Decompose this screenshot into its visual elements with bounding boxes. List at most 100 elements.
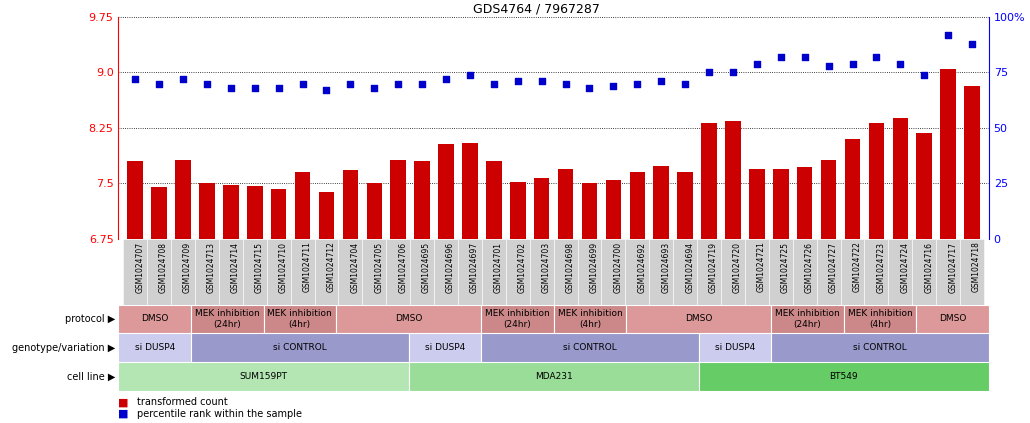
- Text: DMSO: DMSO: [685, 314, 713, 324]
- Bar: [913, 239, 936, 305]
- Text: MEK inhibition
(4hr): MEK inhibition (4hr): [268, 309, 332, 329]
- Bar: [725, 121, 741, 239]
- Bar: [118, 362, 409, 391]
- Bar: [578, 239, 602, 305]
- Bar: [554, 239, 578, 305]
- Point: [461, 71, 478, 78]
- Text: GSM1024696: GSM1024696: [446, 242, 455, 293]
- Point: [868, 54, 885, 60]
- Text: GSM1024714: GSM1024714: [231, 242, 240, 293]
- Bar: [318, 192, 335, 239]
- Text: GSM1024726: GSM1024726: [804, 242, 814, 293]
- Bar: [529, 239, 554, 305]
- Point: [342, 80, 358, 87]
- Point: [271, 85, 287, 91]
- Text: cell line ▶: cell line ▶: [67, 371, 115, 382]
- Bar: [893, 118, 908, 239]
- Point: [534, 78, 550, 85]
- Bar: [649, 239, 674, 305]
- Bar: [821, 160, 836, 239]
- Bar: [414, 161, 430, 239]
- Text: GSM1024713: GSM1024713: [207, 242, 216, 293]
- Text: si DUSP4: si DUSP4: [135, 343, 175, 352]
- Bar: [701, 123, 717, 239]
- Bar: [124, 239, 147, 305]
- Text: si CONTROL: si CONTROL: [563, 343, 617, 352]
- Bar: [147, 239, 171, 305]
- Bar: [625, 239, 649, 305]
- Bar: [582, 184, 597, 239]
- Text: GSM1024703: GSM1024703: [542, 242, 551, 293]
- Point: [366, 85, 382, 91]
- Bar: [409, 362, 698, 391]
- Text: GSM1024706: GSM1024706: [399, 242, 407, 293]
- Title: GDS4764 / 7967287: GDS4764 / 7967287: [473, 3, 599, 16]
- Text: GSM1024712: GSM1024712: [327, 242, 336, 292]
- Bar: [749, 169, 764, 239]
- Text: GSM1024694: GSM1024694: [685, 242, 694, 293]
- Bar: [438, 144, 454, 239]
- Text: GSM1024693: GSM1024693: [661, 242, 671, 293]
- Bar: [698, 362, 989, 391]
- Point: [510, 78, 526, 85]
- Point: [820, 63, 836, 69]
- Text: MEK inhibition
(24hr): MEK inhibition (24hr): [195, 309, 260, 329]
- Bar: [840, 239, 864, 305]
- Text: GSM1024711: GSM1024711: [303, 242, 311, 292]
- Bar: [462, 143, 478, 239]
- Bar: [458, 239, 482, 305]
- Bar: [481, 333, 698, 362]
- Bar: [390, 160, 406, 239]
- Bar: [888, 239, 913, 305]
- Text: GSM1024705: GSM1024705: [374, 242, 383, 293]
- Text: GSM1024718: GSM1024718: [972, 242, 981, 292]
- Point: [127, 76, 143, 82]
- Point: [222, 85, 239, 91]
- Bar: [698, 333, 771, 362]
- Bar: [793, 239, 817, 305]
- Text: GSM1024709: GSM1024709: [183, 242, 192, 293]
- Text: MEK inhibition
(24hr): MEK inhibition (24hr): [776, 309, 839, 329]
- Text: GSM1024708: GSM1024708: [159, 242, 168, 293]
- Point: [295, 80, 311, 87]
- Text: DMSO: DMSO: [394, 314, 422, 324]
- Bar: [118, 333, 191, 362]
- Bar: [151, 187, 167, 239]
- Text: genotype/variation ▶: genotype/variation ▶: [12, 343, 115, 353]
- Point: [964, 40, 981, 47]
- Text: protocol ▶: protocol ▶: [65, 314, 115, 324]
- Bar: [721, 239, 745, 305]
- Point: [581, 85, 597, 91]
- Text: percentile rank within the sample: percentile rank within the sample: [137, 409, 302, 419]
- Bar: [243, 239, 267, 305]
- Bar: [558, 169, 574, 239]
- Bar: [797, 167, 813, 239]
- Bar: [191, 333, 409, 362]
- Text: GSM1024725: GSM1024725: [781, 242, 790, 293]
- Bar: [606, 180, 621, 239]
- Text: GSM1024692: GSM1024692: [638, 242, 646, 293]
- Point: [246, 85, 263, 91]
- Point: [199, 80, 215, 87]
- Point: [390, 80, 407, 87]
- Point: [629, 80, 646, 87]
- Text: GSM1024697: GSM1024697: [470, 242, 479, 293]
- Text: GSM1024701: GSM1024701: [493, 242, 503, 293]
- Bar: [339, 239, 363, 305]
- Bar: [409, 333, 481, 362]
- Bar: [267, 239, 290, 305]
- Bar: [410, 239, 434, 305]
- Bar: [118, 305, 191, 333]
- Bar: [191, 305, 264, 333]
- Bar: [678, 173, 693, 239]
- Bar: [964, 86, 980, 239]
- Bar: [482, 239, 506, 305]
- Bar: [367, 184, 382, 239]
- Bar: [247, 187, 263, 239]
- Text: GSM1024722: GSM1024722: [853, 242, 861, 292]
- Text: GSM1024700: GSM1024700: [614, 242, 622, 293]
- Bar: [343, 170, 358, 239]
- Point: [725, 69, 742, 76]
- Bar: [868, 123, 884, 239]
- Point: [175, 76, 192, 82]
